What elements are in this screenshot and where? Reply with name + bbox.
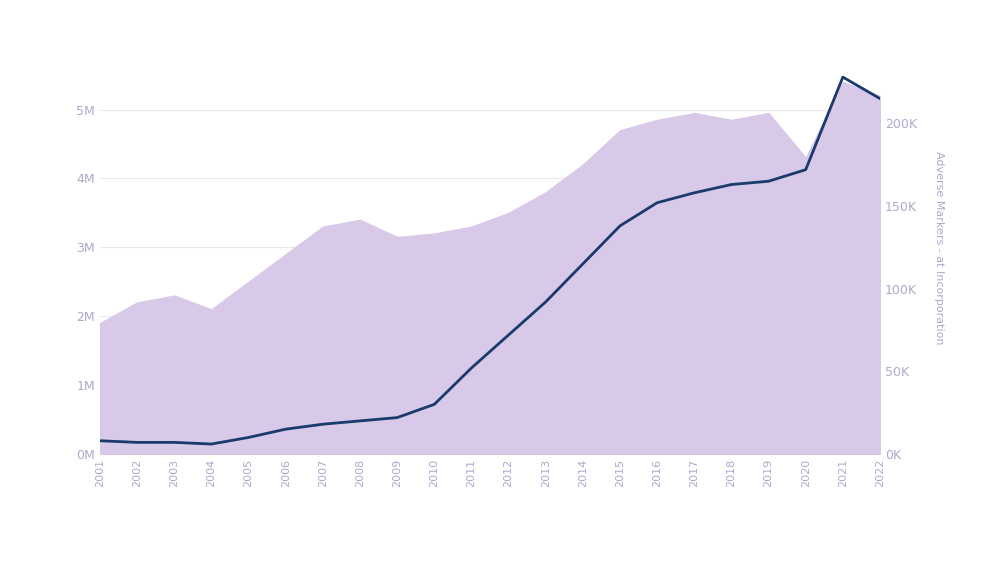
Y-axis label: Adverse Markers - at Incorporation: Adverse Markers - at Incorporation xyxy=(934,151,944,344)
